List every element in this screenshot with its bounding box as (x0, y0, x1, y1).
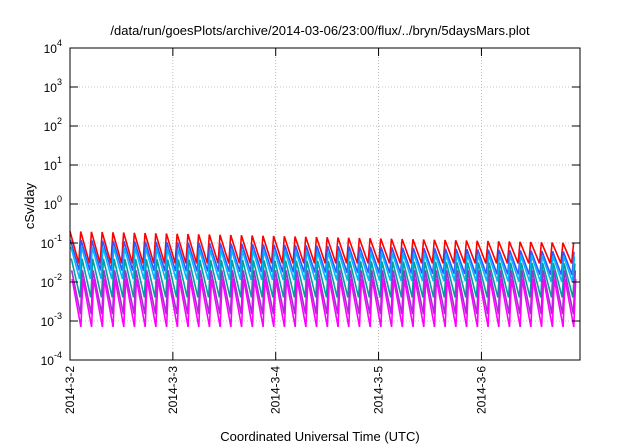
x-tick-label: 2014-3-5 (372, 366, 386, 414)
y-tick-label: 10-3 (41, 311, 62, 329)
x-axis: 2014-3-2 2014-3-3 2014-3-4 2014-3-5 2014-3-6 (63, 48, 488, 414)
x-tick-label: 2014-3-6 (474, 366, 488, 414)
y-axis-label: cSv/day (22, 182, 37, 229)
x-tick-label: 2014-3-2 (63, 366, 77, 414)
x-axis-label: Coordinated Universal Time (UTC) (220, 429, 419, 444)
y-tick-label: 10-1 (41, 233, 62, 251)
y-tick-exponent: -3 (54, 311, 62, 321)
x-tick-label: 2014-3-4 (269, 366, 283, 414)
y-tick-label: 10-4 (41, 350, 62, 368)
series-line-6 (71, 278, 577, 328)
y-tick-exponent: 1 (57, 155, 62, 165)
y-tick-exponent: -1 (54, 233, 62, 243)
series-line-5 (70, 270, 577, 315)
x-tick-label: 2014-3-3 (166, 366, 180, 414)
series-line-1 (69, 231, 575, 264)
series-line-3 (70, 246, 576, 283)
y-tick-label: 101 (44, 155, 62, 173)
y-tick-exponent: -2 (54, 272, 62, 282)
chart-title: /data/run/goesPlots/archive/2014-03-06/2… (110, 23, 530, 38)
y-tick-exponent: 0 (57, 194, 62, 204)
y-tick-label: 10-2 (41, 272, 62, 290)
y-tick-exponent: 3 (57, 77, 62, 87)
y-tick-label: 104 (44, 38, 62, 56)
series-line-4 (70, 258, 576, 298)
y-tick-exponent: 2 (57, 116, 62, 126)
y-tick-label: 102 (44, 116, 62, 134)
series-line-2 (69, 239, 575, 276)
y-tick-exponent: 4 (57, 38, 62, 48)
y-tick-label: 100 (44, 194, 62, 212)
y-tick-exponent: -4 (54, 350, 62, 360)
series-layer (69, 231, 577, 328)
grid (70, 48, 580, 360)
y-tick-label: 103 (44, 77, 62, 95)
